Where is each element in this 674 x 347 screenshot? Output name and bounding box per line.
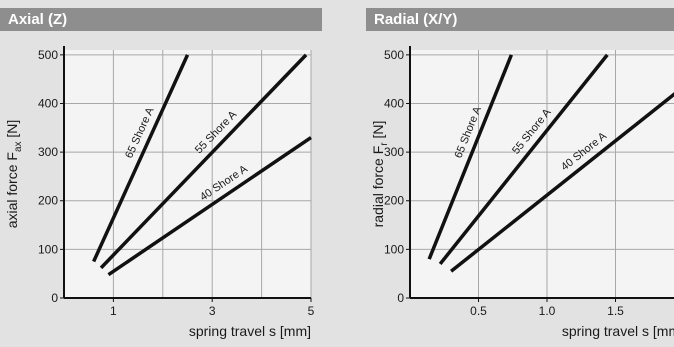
radial-x-tick-label: 0.5 [470,304,487,318]
radial-chart-title: Radial (X/Y) [374,11,458,28]
radial-series-line-55-shore-a [438,53,609,266]
axial-series-line-55-shore-a [99,53,308,270]
axial-y-tick-label: 300 [38,145,58,159]
radial-x-tick-label: 1.5 [607,304,624,318]
axial-y-tick-label: 400 [38,96,58,110]
axial-y-tick-label: 200 [38,194,58,208]
radial-chart-header: Radial (X/Y) [366,8,674,31]
radial-y-axis-label: radial force Fr [N] [370,121,390,228]
axial-y-tick-label: 500 [38,48,58,62]
radial-y-tick-label: 0 [397,291,404,305]
radial-y-tick-label: 500 [384,48,404,62]
axial-series-line-40-shore-a [107,136,312,277]
radial-series-line-65-shore-a [427,54,514,260]
radial-y-tick-label: 400 [384,96,404,110]
radial-plot-area [410,50,674,298]
radial-series-line-40-shore-a [450,92,674,273]
radial-x-axis-label: spring travel s [mm] [562,323,674,339]
axial-x-tick-label: 1 [110,304,117,318]
axial-chart-title: Axial (Z) [8,11,68,28]
axial-y-tick-label: 100 [38,242,58,256]
axial-x-axis-label: spring travel s [mm] [189,323,311,339]
axial-x-tick-label: 3 [209,304,216,318]
axial-chart-header: Axial (Z) [0,8,322,31]
radial-y-tick-label: 200 [384,194,404,208]
axial-x-tick-label: 5 [308,304,315,318]
radial-y-tick-label: 300 [384,145,404,159]
axial-y-tick-label: 0 [51,291,58,305]
radial-x-tick-label: 1.0 [539,304,556,318]
radial-y-tick-label: 100 [384,242,404,256]
radial-chart-panel: Radial (X/Y) 01002003004005000.51.01.52.… [366,0,674,347]
axial-y-axis-label: axial force Fax [N] [4,120,24,229]
axial-series-line-65-shore-a [92,54,190,263]
